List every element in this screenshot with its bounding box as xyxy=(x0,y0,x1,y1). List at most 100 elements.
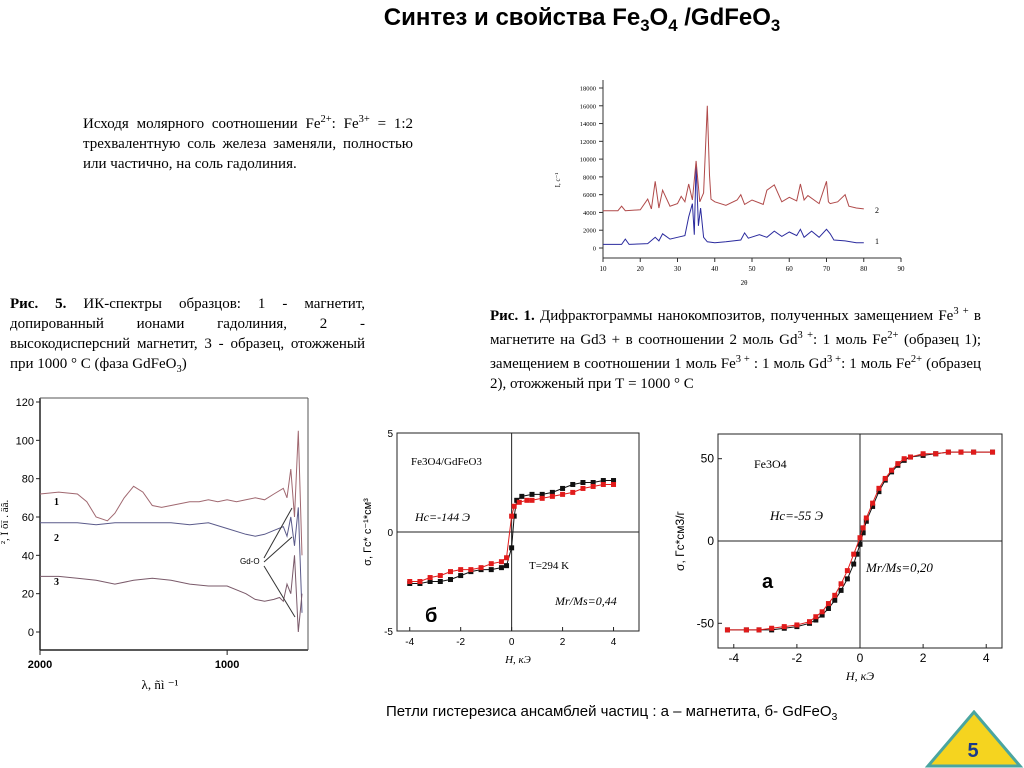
series-red-point xyxy=(724,627,730,633)
y-tick-label: 18000 xyxy=(580,86,596,93)
title-sub: 3 xyxy=(770,15,781,35)
gdfeo3-hysteresis-chart: -4 -2 0 2 4 -5 0 5 H, кЭ σ, Гс* с⁻¹*см³ Fe3O4/GdFe… xyxy=(362,429,640,666)
ratio-label: Mr/Ms=0,20 xyxy=(865,560,933,575)
x-axis-label: H, кЭ xyxy=(845,669,874,683)
series-red-point xyxy=(958,449,964,455)
temp-label: T=294 K xyxy=(529,560,569,572)
hyst-text: Петли гистерезиса ансамблей частиц : а –… xyxy=(386,703,832,720)
y-tick-label: 60 xyxy=(22,512,34,524)
x-axis-label: H, кЭ xyxy=(504,654,531,666)
series-black-point xyxy=(539,491,545,497)
y-tick-label: 16000 xyxy=(580,103,596,110)
series-1-line xyxy=(603,163,864,245)
fig1-text: (образец 2), отожженый при Т = 1000 ° С xyxy=(490,356,982,392)
gd-o-annotation: Gd-O xyxy=(240,557,260,566)
series-red-point xyxy=(516,499,522,505)
series-black-point xyxy=(437,579,443,584)
series-red-point xyxy=(417,579,423,584)
title-sub: 4 xyxy=(668,15,678,35)
series-black-point xyxy=(570,481,576,487)
intro-paragraph: Исходя молярного соотношении Fe2+: Fe3+ … xyxy=(83,110,413,174)
fig1-sup: 3 + xyxy=(827,354,842,365)
y-tick-label: 14000 xyxy=(580,121,596,128)
series-label: 2 xyxy=(54,533,59,544)
x-tick-label: -4 xyxy=(728,651,739,665)
y-tick-label: 10000 xyxy=(580,157,596,164)
series-black-point xyxy=(514,497,520,503)
intro-text: Исходя молярного соотношении Fe xyxy=(83,116,321,132)
y-tick-label: 50 xyxy=(701,452,715,466)
y-axis-label: ², Ï õï . äâ. xyxy=(0,499,11,544)
x-tick-label: 4 xyxy=(983,651,990,665)
series-red-point xyxy=(832,592,838,598)
y-tick-label: -50 xyxy=(697,616,715,630)
series-red-point xyxy=(895,461,901,467)
series-red-point xyxy=(504,555,510,561)
series-red-point xyxy=(876,485,882,491)
fig1-sup: 2+ xyxy=(910,354,923,365)
title-text: Синтез и свойства Fe xyxy=(383,4,641,31)
y-tick-label: 2000 xyxy=(583,228,596,235)
series-red-point xyxy=(437,573,443,579)
series-black-point xyxy=(863,518,869,524)
series-black-point xyxy=(488,567,494,573)
fig5-text: ИК-спектры образцов: 1 - магнетит, допир… xyxy=(10,296,365,372)
annotation-arrow xyxy=(263,565,296,618)
series-black-point xyxy=(458,573,464,579)
fig5-text: ) xyxy=(181,356,187,372)
x-tick-label: 1000 xyxy=(215,659,239,671)
x-tick-label: 80 xyxy=(860,265,868,273)
series-black-point xyxy=(870,503,876,509)
series-black-point xyxy=(825,605,831,611)
series-black-point xyxy=(560,485,566,491)
ratio-label: Mr/Ms=0,44 xyxy=(554,594,617,608)
y-tick-label: 0 xyxy=(707,534,714,548)
series-2-line xyxy=(603,105,864,212)
x-tick-label: 70 xyxy=(823,265,831,273)
title-sub: 3 xyxy=(640,15,650,35)
series-black-point xyxy=(447,577,453,583)
fig1-text: (образец 1); замещением в соотношении 1 … xyxy=(490,332,981,372)
x-tick-label: 40 xyxy=(711,265,719,273)
series-red-point xyxy=(478,565,484,571)
series-black-point xyxy=(611,478,617,484)
x-tick-label: -4 xyxy=(405,637,414,648)
x-tick-label: 10 xyxy=(600,265,608,273)
series-red-point xyxy=(920,451,926,457)
x-tick-label: 0 xyxy=(857,651,864,665)
page-number: 5 xyxy=(967,740,979,762)
series-red-point xyxy=(857,535,863,541)
series-red-point xyxy=(863,515,869,521)
series-black-point xyxy=(529,491,535,497)
series-red-point xyxy=(901,456,907,462)
series-black-point xyxy=(857,541,863,547)
intro-text: : Fe xyxy=(331,116,359,132)
y-tick-label: 100 xyxy=(16,435,34,447)
fig1-text: Дифрактограммы нанокомпозитов, полученны… xyxy=(534,308,954,324)
intro-sup: 3+ xyxy=(358,114,370,125)
y-tick-label: 20 xyxy=(22,589,34,601)
series-red-point xyxy=(539,495,545,501)
series-red-point xyxy=(945,449,951,455)
series-red-point xyxy=(498,559,504,565)
series-red-point xyxy=(851,551,857,557)
series-red-point xyxy=(570,489,576,495)
fig1-sup: 2+ xyxy=(887,330,899,341)
fig5-label: Рис. 5. xyxy=(10,296,67,312)
y-tick-label: 4000 xyxy=(583,210,596,217)
series-red-point xyxy=(590,483,596,489)
y-tick-label: 0 xyxy=(387,528,393,539)
x-tick-label: 0 xyxy=(509,637,515,648)
y-tick-label: 12000 xyxy=(580,139,596,146)
annotation-arrow xyxy=(263,536,293,563)
x-tick-label: 60 xyxy=(786,265,794,273)
ir-spectra-chart: 0 20 40 60 80 100 120 2000 1000 λ, ñì ⁻¹ ², Ï õï .… xyxy=(0,397,309,692)
fig1-label: Рис. 1. xyxy=(490,308,535,324)
series-black-point xyxy=(813,617,819,623)
series-red-point xyxy=(819,609,825,615)
series-label: 1 xyxy=(54,497,59,508)
series-red-point xyxy=(560,491,566,497)
series-red-point xyxy=(407,579,413,584)
series-black-point xyxy=(838,587,844,593)
series-black-point xyxy=(876,489,882,495)
